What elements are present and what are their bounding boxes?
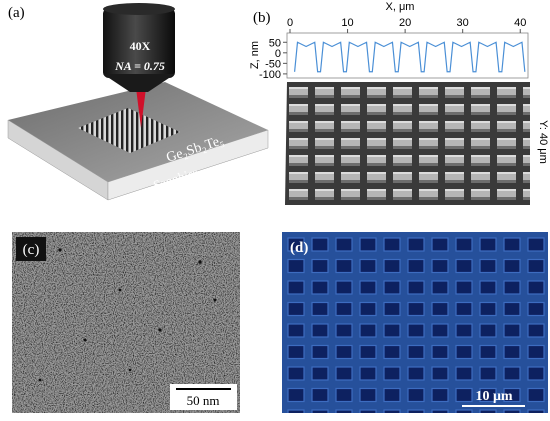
- scale-label: 50 nm: [187, 393, 220, 408]
- objective-top: [103, 3, 175, 15]
- hole-array: [78, 108, 180, 153]
- particles: [38, 248, 217, 382]
- optical-image: [282, 232, 548, 413]
- panel-b: (b) X, μm Z, nm Y: 40 μm 0 10 20 30 40500-50…: [249, 1, 549, 205]
- label-box: [16, 237, 46, 261]
- laser-beam: [136, 88, 146, 128]
- substrate-front: [107, 129, 269, 201]
- panel-label: (a): [8, 5, 25, 21]
- y-tick-label: -100: [259, 69, 281, 81]
- plot-frame: [286, 32, 529, 79]
- y-axis-label: Z, nm: [249, 41, 261, 69]
- objective-tip: [103, 74, 175, 92]
- panel-c: (c) 50 nm: [12, 232, 240, 413]
- panel-label: (b): [253, 10, 271, 26]
- objective: [103, 8, 175, 78]
- y-tick-label: -50: [265, 58, 281, 70]
- x-tick-label: 20: [399, 17, 411, 29]
- panel-label: (d): [290, 240, 308, 256]
- x-tick-label: 30: [457, 17, 469, 29]
- aperture-text: NA = 0.75: [114, 59, 165, 73]
- panel-label: (c): [23, 242, 40, 258]
- x-tick-label: 10: [341, 17, 353, 29]
- objective-text: 40X: [130, 39, 151, 53]
- scan-label: Y: 40 μm: [537, 120, 549, 164]
- scale-label: 10 μm: [475, 389, 512, 404]
- panel-a: (a) 40X NA = 0.75 Ge₂Sb₂Te₅ Sapphire: [7, 3, 269, 201]
- y-tick-label: 50: [269, 37, 281, 49]
- x-tick-label: 0: [287, 17, 293, 29]
- x-tick-label: 40: [514, 17, 526, 29]
- tem-texture: [12, 232, 240, 413]
- profile-line: [294, 41, 526, 73]
- panel-d: (d) 10 μm: [282, 232, 548, 413]
- sem-image: [285, 82, 530, 205]
- y-tick-label: 0: [275, 48, 281, 60]
- x-axis-label: X, μm: [386, 1, 415, 13]
